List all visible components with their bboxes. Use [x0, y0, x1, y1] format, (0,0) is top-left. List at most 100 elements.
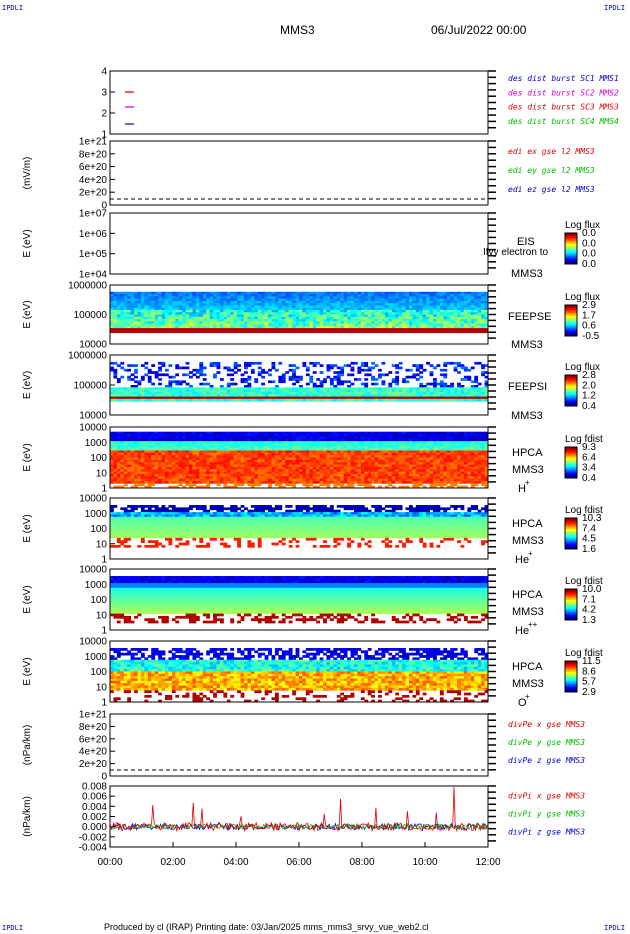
heatmap-cell: [305, 464, 310, 468]
heatmap-cell: [178, 471, 183, 475]
heatmap-cell: [244, 452, 248, 456]
heatmap-cell: [185, 312, 190, 315]
heatmap-cell: [244, 316, 248, 320]
heatmap-cell: [123, 396, 128, 400]
heatmap-cell: [408, 296, 413, 300]
heatmap-cell: [353, 462, 358, 465]
heatmap-cell: [250, 328, 255, 331]
heatmap-cell: [429, 309, 434, 313]
heatmap-cell: [333, 309, 338, 313]
heatmap-cell: [240, 473, 245, 477]
heatmap-cell: [268, 387, 272, 391]
heatmap-cell: [340, 366, 345, 370]
heatmap-cell: [137, 387, 142, 391]
heatmap-cell: [350, 325, 355, 329]
heatmap-cell: [154, 398, 159, 402]
heatmap-cell: [219, 305, 224, 309]
heatmap-cell: [140, 375, 145, 379]
heatmap-cell: [140, 476, 145, 480]
heatmap-cell: [285, 438, 290, 442]
heatmap-cell: [164, 385, 169, 388]
heatmap-cell: [168, 434, 173, 437]
heatmap-cell: [323, 445, 327, 449]
heatmap-cell: [268, 441, 272, 444]
heatmap-cell: [144, 434, 149, 437]
heatmap-cell: [353, 469, 358, 472]
heatmap-cell: [144, 314, 149, 318]
heatmap-cell: [182, 478, 186, 482]
heatmap-cell: [158, 473, 162, 477]
heatmap-cell: [412, 316, 417, 320]
heatmap-cell: [371, 375, 375, 379]
heatmap-cell: [474, 398, 479, 402]
heatmap-cell: [439, 305, 444, 309]
heatmap-cell: [175, 478, 180, 482]
heatmap-cell: [305, 398, 310, 402]
heatmap-cell: [436, 309, 441, 313]
heatmap-cell: [185, 321, 190, 324]
heatmap-cell: [333, 312, 338, 315]
heatmap-cell: [195, 476, 200, 480]
heatmap-cell: [484, 375, 489, 379]
heatmap-cell: [467, 398, 472, 402]
heatmap-cell: [381, 305, 386, 309]
heatmap-cell: [192, 455, 197, 458]
heatmap-cell: [470, 394, 475, 397]
colorbar-cell: [565, 331, 577, 334]
heatmap-cell: [292, 368, 296, 372]
heatmap-cell: [195, 303, 200, 306]
heatmap-cell: [429, 387, 434, 391]
heatmap-cell: [419, 371, 424, 374]
heatmap-cell: [147, 438, 152, 442]
heatmap-cell: [391, 328, 396, 331]
heatmap-cell: [257, 323, 262, 327]
heatmap-cell: [223, 466, 228, 470]
heatmap-cell: [453, 309, 458, 313]
heatmap-cell: [137, 294, 142, 297]
heatmap-cell: [305, 303, 310, 306]
heatmap-cell: [285, 321, 290, 324]
heatmap-cell: [175, 480, 180, 484]
heatmap-cell: [120, 473, 125, 477]
heatmap-cell: [202, 478, 207, 482]
heatmap-cell: [326, 314, 331, 318]
heatmap-cell: [189, 303, 193, 306]
heatmap-cell: [254, 455, 259, 458]
heatmap-cell: [216, 466, 221, 470]
heatmap-cell: [371, 319, 375, 322]
heatmap-cell: [185, 361, 190, 365]
heatmap-cell: [206, 441, 211, 444]
heatmap-cell: [453, 319, 458, 322]
heatmap-cell: [419, 307, 424, 311]
heatmap-cell: [182, 296, 186, 300]
heatmap-cell: [161, 373, 166, 377]
heatmap-cell: [271, 330, 276, 334]
heatmap-cell: [226, 464, 231, 468]
heatmap-cell: [189, 450, 193, 454]
heatmap-cell: [422, 309, 427, 313]
heatmap-cell: [261, 436, 266, 440]
heatmap-cell: [312, 319, 317, 322]
heatmap-cell: [312, 321, 317, 324]
heatmap-cell: [192, 314, 197, 318]
heatmap-cell: [439, 303, 444, 306]
heatmap-cell: [292, 305, 296, 309]
heatmap-cell: [154, 321, 159, 324]
heatmap-cell: [292, 378, 296, 381]
heatmap-cell: [347, 480, 351, 484]
heatmap-cell: [316, 296, 321, 300]
heatmap-cell: [113, 485, 118, 489]
heatmap-cell: [422, 328, 427, 331]
heatmap-cell: [378, 396, 382, 400]
heatmap-cell: [381, 361, 386, 365]
heatmap-cell: [278, 478, 283, 482]
heatmap-cell: [261, 455, 266, 458]
heatmap-cell: [250, 466, 255, 470]
heatmap-cell: [178, 466, 183, 470]
heatmap-cell: [161, 450, 166, 454]
heatmap-cell: [175, 330, 180, 334]
heatmap-cell: [127, 450, 132, 454]
heatmap-cell: [250, 294, 255, 297]
heatmap-cell: [195, 434, 200, 437]
heatmap-cell: [295, 434, 300, 437]
